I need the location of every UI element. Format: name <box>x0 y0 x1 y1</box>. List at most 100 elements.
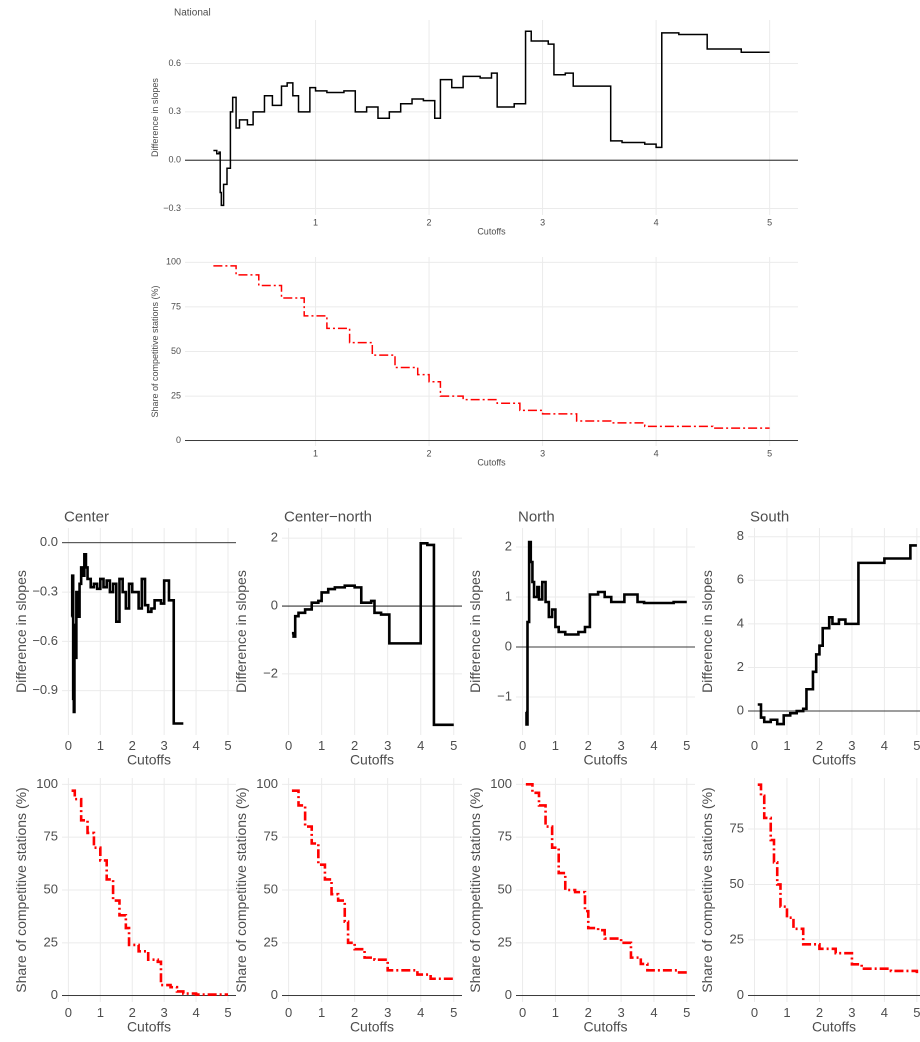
y-tick-label: 100 <box>490 776 512 791</box>
x-tick-label: 2 <box>351 738 358 753</box>
x-tick-label: 5 <box>450 1005 457 1020</box>
y-tick-label: 0 <box>51 987 58 1002</box>
y-tick-label: 50 <box>264 881 278 896</box>
x-tick-label: 1 <box>313 448 318 458</box>
y-tick-label: 0.3 <box>168 106 181 116</box>
y-tick-label: 0 <box>505 638 512 653</box>
y-axis-label: Difference in slopes <box>13 570 29 693</box>
x-tick-label: 3 <box>384 1005 391 1020</box>
y-tick-label: 0 <box>271 597 278 612</box>
x-tick-label: 2 <box>585 1005 592 1020</box>
chart-panel: 0 25 50 75 100 0 1 2 3 4 5 Cutoffs Share of competit… <box>233 776 462 1034</box>
x-tick-label: 1 <box>318 738 325 753</box>
chart-title: National <box>174 8 211 19</box>
y-tick-label: 50 <box>44 881 58 896</box>
y-tick-label: 75 <box>44 829 58 844</box>
y-tick-label: 0.0 <box>40 534 58 549</box>
x-tick-label: 4 <box>417 1005 424 1020</box>
x-tick-label: 4 <box>192 1005 199 1020</box>
x-tick-label: 5 <box>767 448 772 458</box>
y-tick-label: 25 <box>264 934 278 949</box>
x-tick-label: 4 <box>650 738 657 753</box>
y-tick-label: −0.3 <box>163 203 181 213</box>
x-axis-label: Cutoffs <box>812 1018 856 1034</box>
x-axis-label: Cutoffs <box>583 751 627 767</box>
x-axis-label: Cutoffs <box>477 457 506 467</box>
y-tick-label: 0 <box>737 987 744 1002</box>
x-axis-label: Cutoffs <box>127 1018 171 1034</box>
x-tick-label: 4 <box>881 738 888 753</box>
x-axis-label: Cutoffs <box>127 751 171 767</box>
y-axis-label: Share of competitive stations (%) <box>13 787 29 992</box>
y-tick-label: 100 <box>256 776 278 791</box>
y-tick-label: 6 <box>737 572 744 587</box>
chart-panel: 0 25 50 75 100 1 2 3 4 5 Cutoffs Share of competiti… <box>150 257 798 467</box>
chart-panel: 0 25 50 75 100 0 1 2 3 4 5 Cutoffs Share of competit… <box>467 776 695 1034</box>
x-tick-label: 4 <box>881 1005 888 1020</box>
x-tick-label: 5 <box>767 217 772 227</box>
y-tick-label: 75 <box>264 829 278 844</box>
x-axis-label: Cutoffs <box>350 1018 394 1034</box>
chart-panel: −0.9 −0.6 −0.3 0.0 0 1 2 3 4 5 Cutoffs Difference i… <box>13 508 236 767</box>
x-tick-label: 3 <box>848 1005 855 1020</box>
x-tick-label: 2 <box>816 1005 823 1020</box>
x-tick-label: 2 <box>427 448 432 458</box>
chart-panel: −1 0 1 2 0 1 2 3 4 5 Cutoffs Difference in slopes No… <box>467 508 695 767</box>
y-axis-label: Difference in slopes <box>150 78 160 157</box>
chart-panel: 0 25 50 75 0 1 2 3 4 5 Cutoffs Share of competitive… <box>699 778 920 1034</box>
y-tick-label: 2 <box>505 538 512 553</box>
chart-panel: 0 2 4 6 8 0 1 2 3 4 5 Cutoffs Difference in slopes So… <box>699 508 920 767</box>
y-tick-label: 2 <box>271 530 278 545</box>
y-tick-label: 50 <box>498 881 512 896</box>
x-tick-label: 3 <box>384 738 391 753</box>
data-line <box>213 30 770 207</box>
y-tick-label: 0.6 <box>168 58 181 68</box>
x-tick-label: 0 <box>751 738 758 753</box>
x-tick-label: 1 <box>318 1005 325 1020</box>
y-tick-label: −1 <box>497 688 512 703</box>
x-tick-label: 5 <box>450 738 457 753</box>
y-tick-label: 50 <box>171 346 181 356</box>
y-tick-label: −0.6 <box>32 633 58 648</box>
x-tick-label: 1 <box>313 217 318 227</box>
x-tick-label: 0 <box>519 738 526 753</box>
chart-title: South <box>750 508 789 525</box>
chart-panel: 0 25 50 75 100 0 1 2 3 4 5 Cutoffs Share of competit… <box>13 776 236 1034</box>
x-tick-label: 0 <box>65 738 72 753</box>
y-tick-label: 100 <box>166 257 181 267</box>
y-tick-label: 25 <box>730 931 744 946</box>
data-line <box>291 789 456 981</box>
y-axis-label: Share of competitive stations (%) <box>467 787 483 992</box>
y-tick-label: 8 <box>737 528 744 543</box>
x-tick-label: 5 <box>224 738 231 753</box>
x-tick-label: 4 <box>417 738 424 753</box>
x-tick-label: 4 <box>654 448 659 458</box>
x-tick-label: 2 <box>351 1005 358 1020</box>
x-axis-label: Cutoffs <box>583 1018 627 1034</box>
y-tick-label: 25 <box>171 390 181 400</box>
y-tick-label: 25 <box>498 934 512 949</box>
x-tick-label: 1 <box>97 738 104 753</box>
x-tick-label: 0 <box>519 1005 526 1020</box>
x-tick-label: 0 <box>285 738 292 753</box>
data-line <box>70 552 184 725</box>
y-tick-label: 75 <box>171 301 181 311</box>
x-tick-label: 2 <box>129 1005 136 1020</box>
y-tick-label: −0.9 <box>32 682 58 697</box>
y-tick-label: 50 <box>730 876 744 891</box>
y-tick-label: 0 <box>176 435 181 445</box>
x-tick-label: 1 <box>783 738 790 753</box>
x-tick-label: 1 <box>552 1005 559 1020</box>
chart-panel: −2 0 2 0 1 2 3 4 5 Cutoffs Difference in slopes Cen… <box>233 508 462 767</box>
y-tick-label: −2 <box>263 665 278 680</box>
x-tick-label: 3 <box>161 738 168 753</box>
x-tick-label: 3 <box>848 738 855 753</box>
chart-title: North <box>518 508 555 525</box>
x-tick-label: 4 <box>192 738 199 753</box>
y-axis-label: Share of competitive stations (%) <box>233 787 249 992</box>
y-axis-label: Difference in slopes <box>699 570 715 693</box>
x-tick-label: 2 <box>427 217 432 227</box>
chart-title: Center−north <box>284 508 372 525</box>
x-axis-label: Cutoffs <box>350 751 394 767</box>
